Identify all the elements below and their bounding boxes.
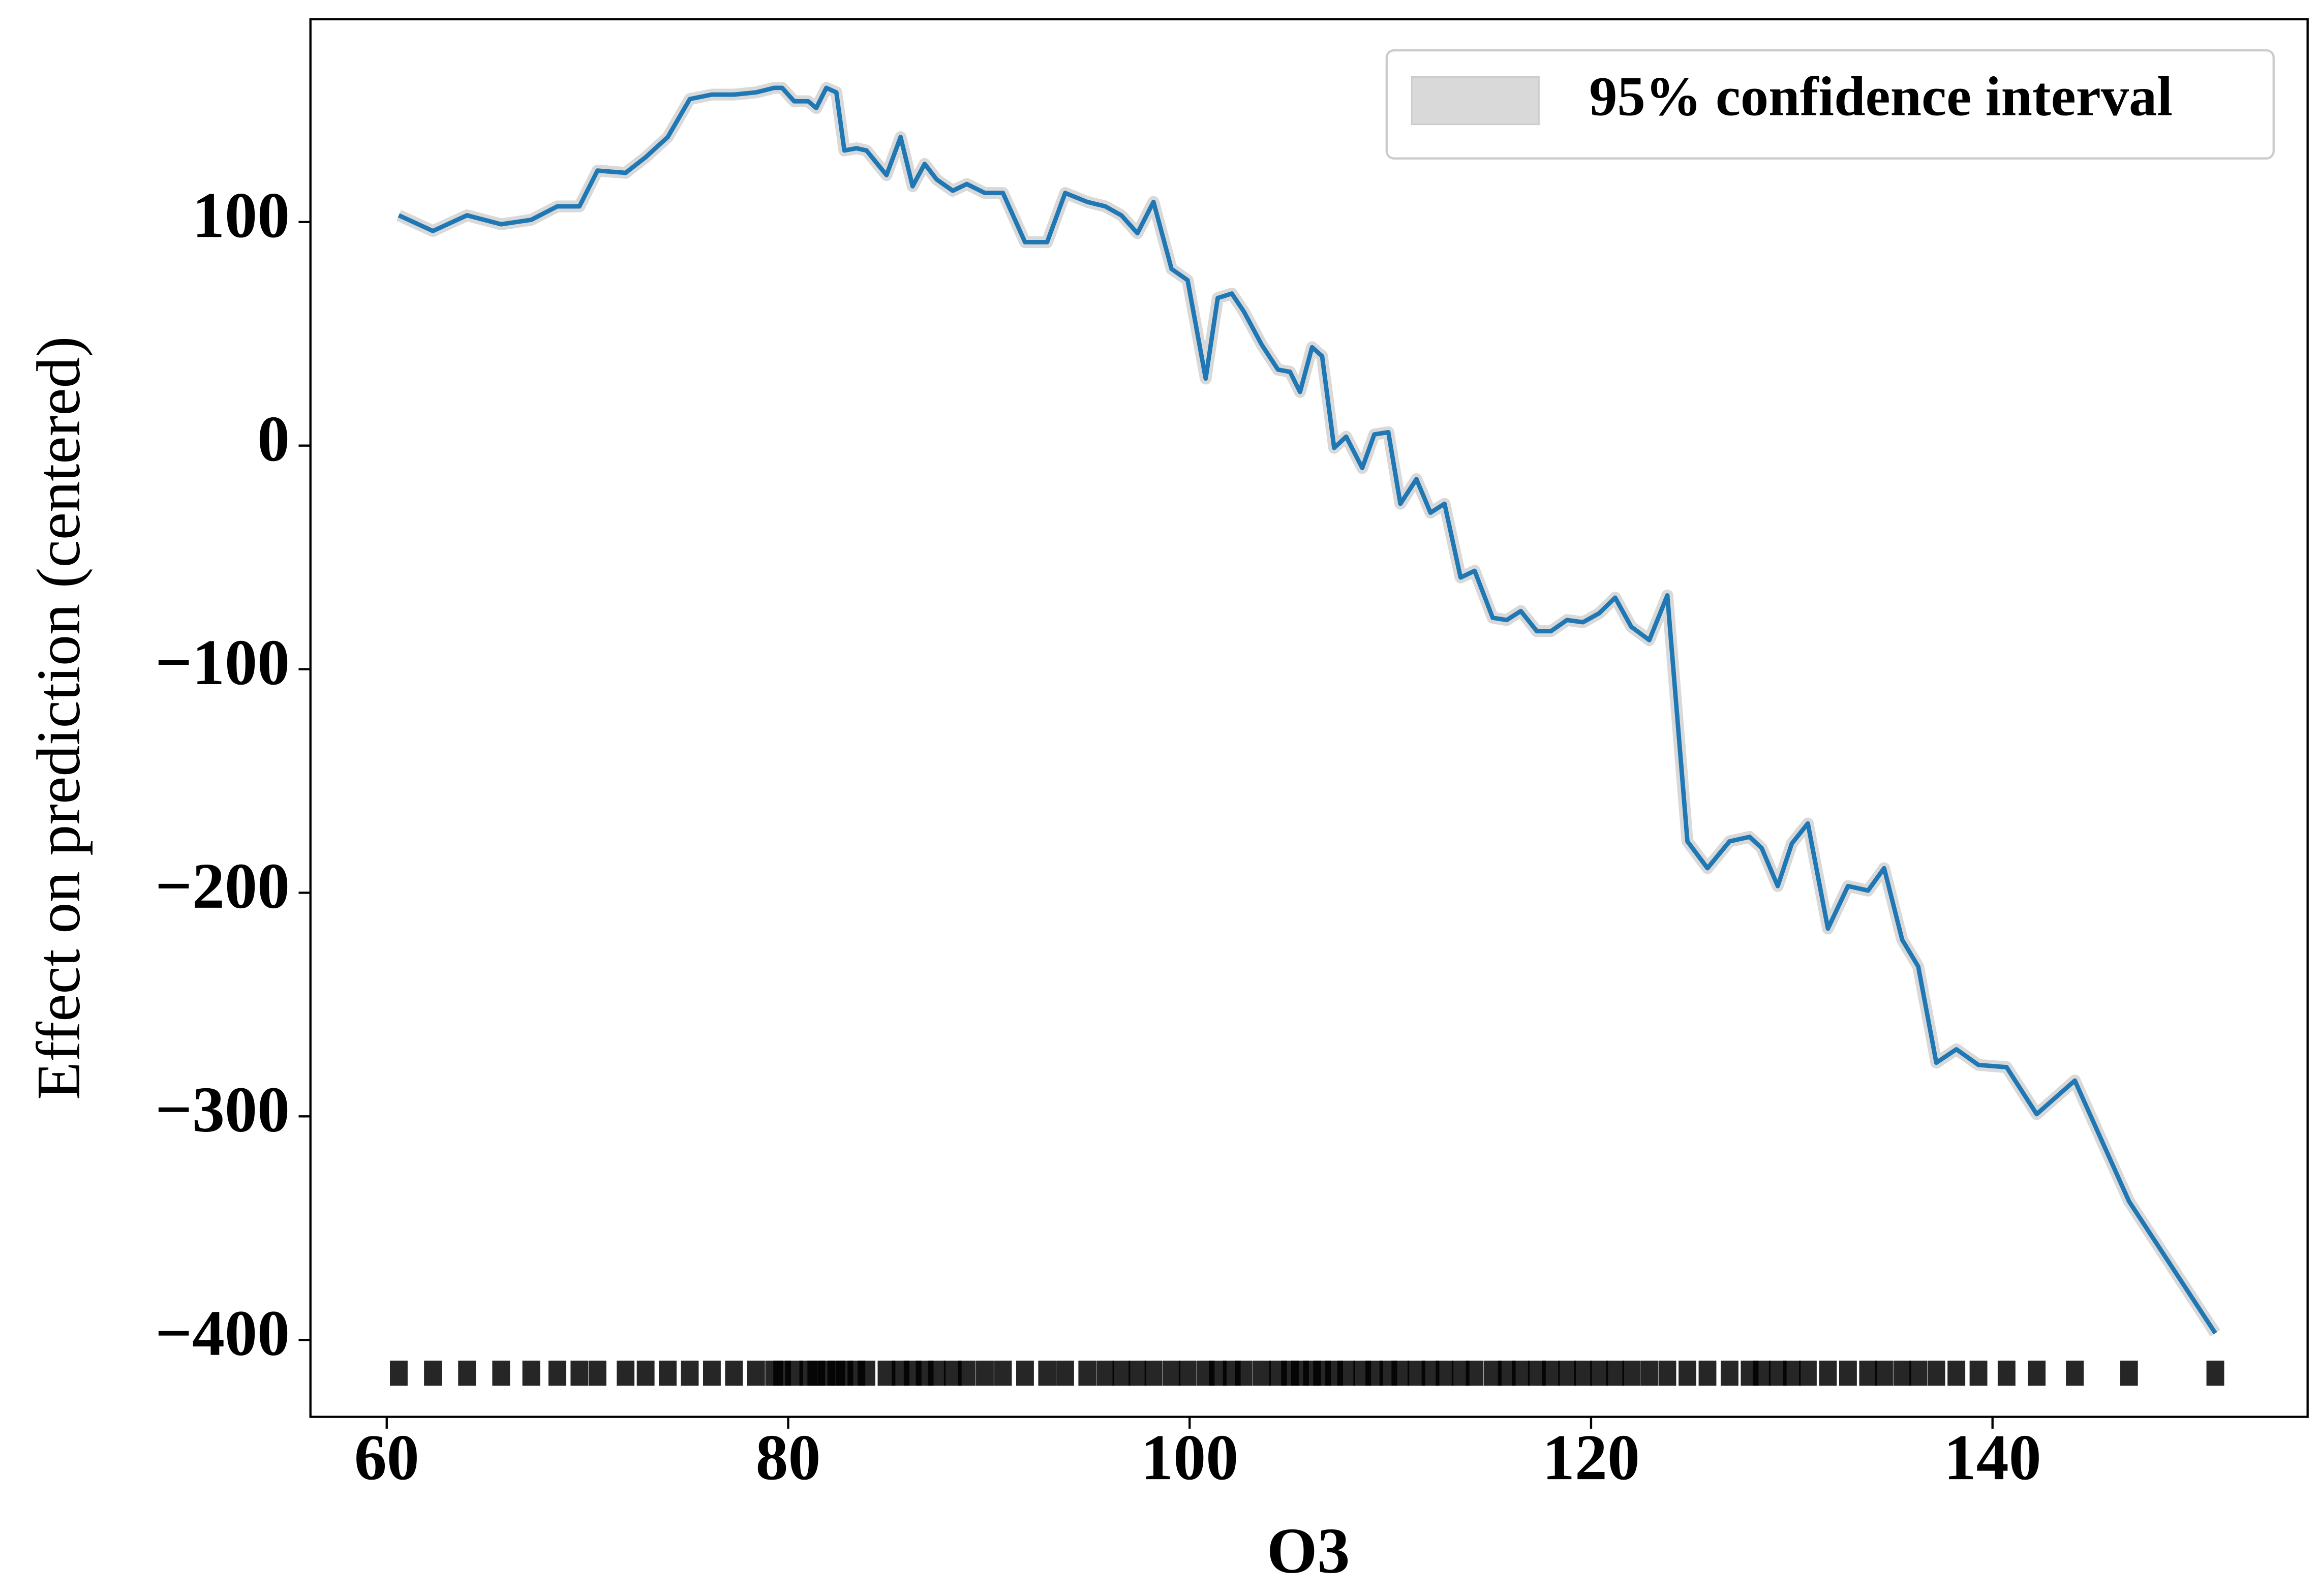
- y-tick-label: −100: [155, 626, 290, 698]
- plot-area: [390, 82, 2224, 1386]
- x-tick-label: 100: [1141, 1421, 1238, 1493]
- legend-label: 95% confidence interval: [1589, 65, 2173, 127]
- y-tick-label: 100: [192, 179, 290, 251]
- x-tick-label: 80: [756, 1421, 821, 1493]
- y-axis-label: Effect on prediction (centered): [24, 336, 93, 1100]
- y-tick-label: −400: [155, 1297, 290, 1369]
- legend: 95% confidence interval: [1385, 49, 2275, 160]
- x-axis-label: O3: [1267, 1515, 1350, 1587]
- y-tick-label: −200: [155, 850, 290, 922]
- effect-line: [398, 85, 2217, 1335]
- axes-frame: [309, 18, 2309, 1418]
- x-tick-label: 60: [354, 1421, 419, 1493]
- y-tick-label: −300: [155, 1073, 290, 1146]
- x-tick-label: 120: [1542, 1421, 1640, 1493]
- legend-swatch: [1411, 76, 1540, 126]
- x-tick-label: 140: [1944, 1421, 2041, 1493]
- legend-frame: [1385, 49, 2275, 160]
- y-tick-label: 0: [257, 403, 290, 475]
